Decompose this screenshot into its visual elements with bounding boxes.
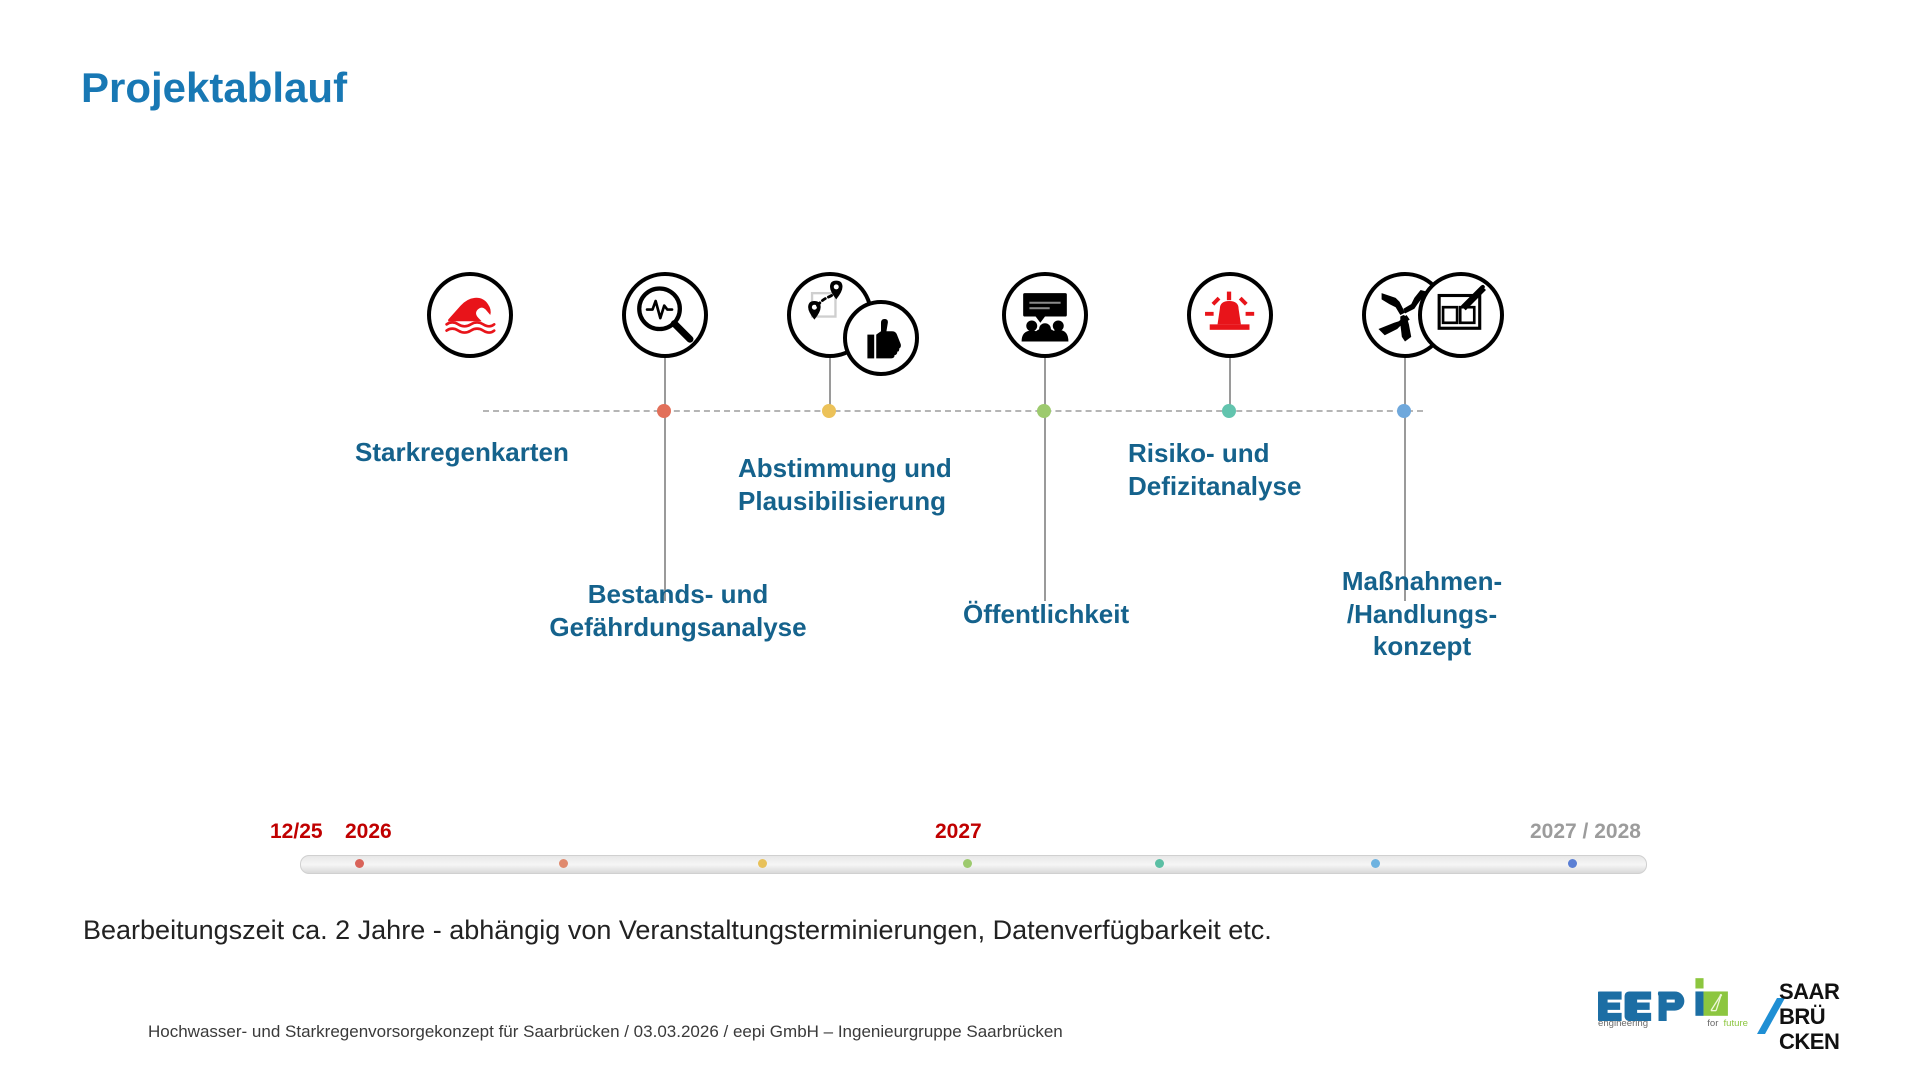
- svg-text:BRÜ: BRÜ: [1779, 1004, 1825, 1029]
- svg-text:CKEN: CKEN: [1779, 1029, 1839, 1054]
- svg-text:engineering: engineering: [1598, 1018, 1648, 1029]
- svg-text:for: for: [1707, 1018, 1719, 1029]
- svg-text:future: future: [1723, 1018, 1748, 1029]
- svg-text:SAAR: SAAR: [1779, 979, 1840, 1004]
